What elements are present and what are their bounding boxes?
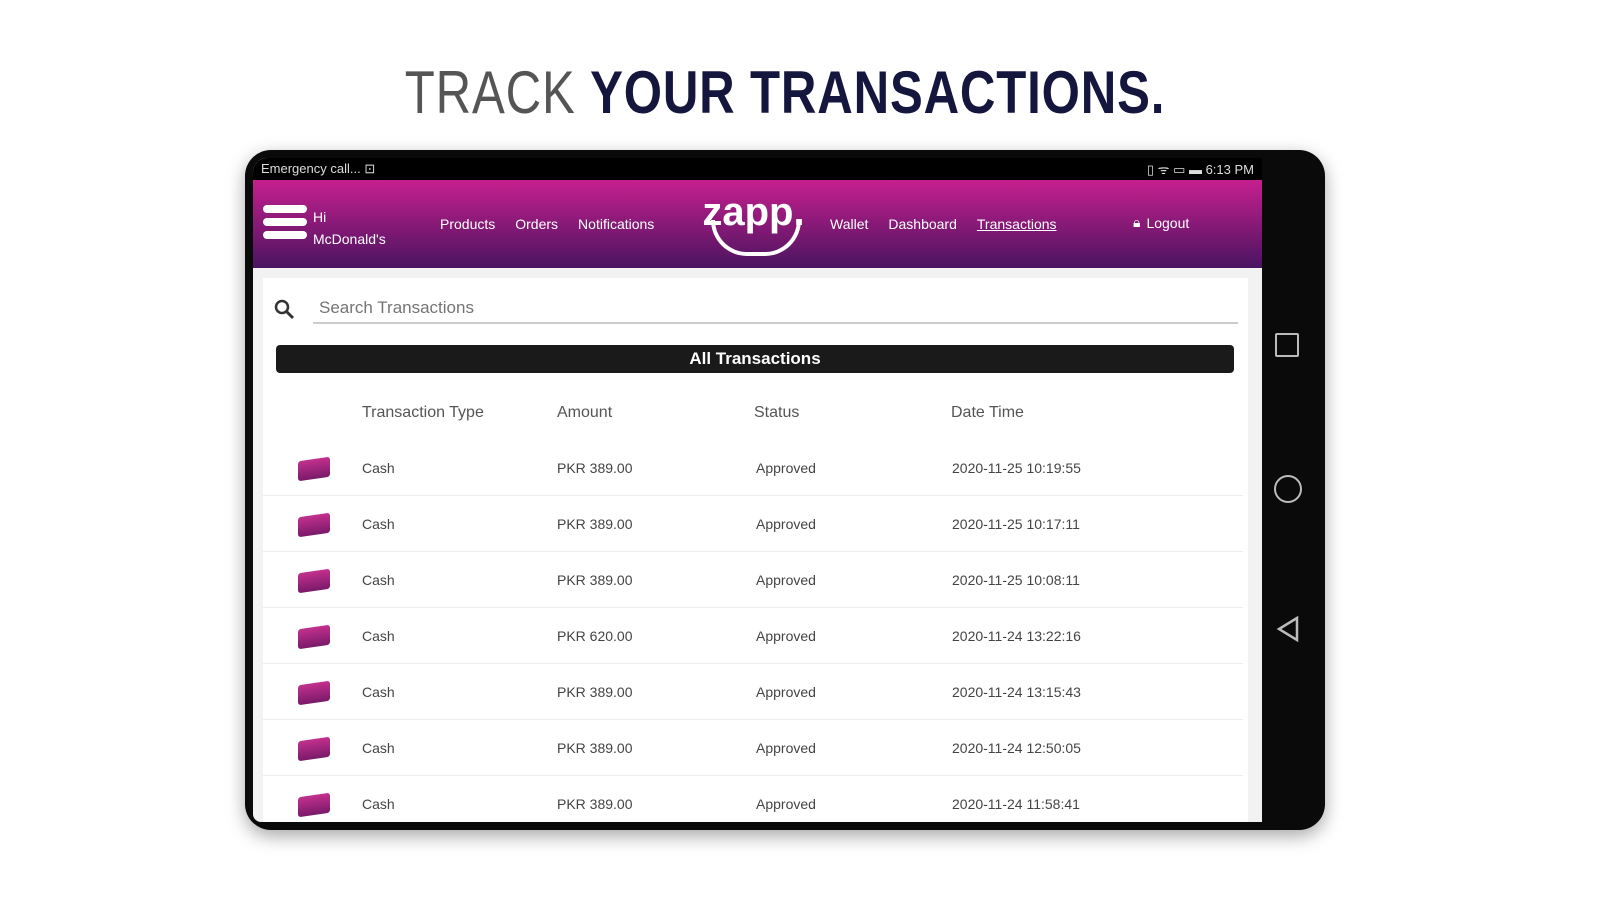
cell-type: Cash [362, 627, 395, 644]
greeting-name: McDonald's [313, 231, 386, 247]
cell-status: Approved [756, 795, 816, 812]
cell-datetime: 2020-11-25 10:17:11 [952, 515, 1080, 532]
cell-datetime: 2020-11-24 13:15:43 [952, 683, 1081, 700]
headline-bold: YOUR TRANSACTIONS. [590, 59, 1166, 126]
nav-transactions[interactable]: Transactions [976, 216, 1057, 232]
nav-right: Wallet Dashboard Transactions [830, 216, 1057, 232]
cell-amount: PKR 389.00 [557, 571, 633, 588]
cell-type: Cash [362, 459, 395, 476]
col-amount: Amount [557, 404, 613, 421]
cell-type: Cash [362, 795, 395, 812]
table-row[interactable]: Cash PKR 389.00 Approved 2020-11-25 10:1… [263, 496, 1243, 552]
cell-type: Cash [362, 739, 395, 756]
table-row[interactable]: Cash PKR 389.00 Approved 2020-11-25 10:0… [263, 552, 1243, 608]
nav-left: Products Orders Notifications [440, 216, 654, 232]
wallet-icon [298, 624, 330, 650]
cell-datetime: 2020-11-24 11:58:41 [952, 795, 1080, 812]
greeting-hi: Hi [313, 209, 327, 225]
col-status: Status [754, 404, 800, 421]
table-row[interactable]: Cash PKR 389.00 Approved 2020-11-24 12:5… [263, 720, 1243, 776]
lock-icon: 🔒︎ [1133, 214, 1141, 230]
col-datetime: Date Time [951, 404, 1024, 421]
cell-status: Approved [756, 739, 816, 756]
table-row[interactable]: Cash PKR 389.00 Approved 2020-11-24 11:5… [263, 776, 1243, 822]
wallet-icon [298, 512, 330, 538]
cell-status: Approved [756, 627, 816, 644]
cell-type: Cash [362, 571, 395, 588]
transactions-card: All Transactions Transaction Type Amount… [263, 278, 1248, 822]
cell-type: Cash [362, 683, 395, 700]
search-icon [274, 299, 295, 320]
cell-amount: PKR 389.00 [557, 515, 633, 532]
logout-label: Logout [1146, 214, 1190, 231]
greeting: Hi McDonald's [313, 206, 386, 250]
cell-status: Approved [756, 515, 816, 532]
cell-datetime: 2020-11-24 13:22:16 [952, 627, 1081, 644]
wallet-icon [298, 568, 330, 594]
logout-button[interactable]: 🔒︎ Logout [1133, 214, 1189, 231]
cell-datetime: 2020-11-25 10:08:11 [952, 571, 1080, 588]
cell-datetime: 2020-11-25 10:19:55 [952, 459, 1081, 476]
home-button[interactable] [1274, 475, 1302, 503]
cell-type: Cash [362, 515, 395, 532]
table-row[interactable]: Cash PKR 620.00 Approved 2020-11-24 13:2… [263, 608, 1243, 664]
nav-notifications[interactable]: Notifications [578, 216, 655, 232]
col-type: Transaction Type [362, 404, 484, 421]
table-row[interactable]: Cash PKR 389.00 Approved 2020-11-25 10:1… [263, 440, 1243, 496]
wallet-icon [298, 736, 330, 762]
cell-status: Approved [756, 683, 816, 700]
wallet-icon [298, 792, 330, 818]
nav-wallet[interactable]: Wallet [830, 216, 869, 232]
cell-amount: PKR 389.00 [557, 683, 633, 700]
wallet-icon [298, 456, 330, 482]
tablet-frame: Emergency call... ⊡ ▯ ᯤ ▭ ▬ 6:13 PM Hi Mc… [245, 150, 1325, 830]
table-header: Transaction Type Amount Status Date Time [263, 393, 1243, 433]
cell-amount: PKR 389.00 [557, 795, 633, 812]
page-headline: TRACK YOUR TRANSACTIONS. [141, 58, 1428, 127]
cell-status: Approved [756, 571, 816, 588]
status-bar: Emergency call... ⊡ ▯ ᯤ ▭ ▬ 6:13 PM [253, 158, 1262, 180]
cell-datetime: 2020-11-24 12:50:05 [952, 739, 1081, 756]
all-transactions-tab[interactable]: All Transactions [276, 345, 1234, 373]
app-header: Hi McDonald's Products Orders Notificatio… [253, 180, 1262, 268]
logo-smile [711, 220, 801, 256]
cell-amount: PKR 620.00 [557, 627, 633, 644]
wallet-icon [298, 680, 330, 706]
back-button[interactable] [1275, 616, 1301, 642]
app-screen: Emergency call... ⊡ ▯ ᯤ ▭ ▬ 6:13 PM Hi Mc… [253, 158, 1262, 822]
cell-status: Approved [756, 459, 816, 476]
menu-icon[interactable] [263, 205, 307, 244]
search-input[interactable] [313, 294, 1238, 324]
cell-amount: PKR 389.00 [557, 739, 633, 756]
headline-thin: TRACK [404, 59, 591, 126]
nav-orders[interactable]: Orders [515, 216, 559, 232]
cell-amount: PKR 389.00 [557, 459, 633, 476]
nav-dashboard[interactable]: Dashboard [888, 216, 957, 232]
search-bar [273, 292, 1238, 326]
recent-apps-button[interactable] [1275, 333, 1299, 357]
table-row[interactable]: Cash PKR 389.00 Approved 2020-11-24 13:1… [263, 664, 1243, 720]
status-right: ▯ ᯤ ▭ ▬ 6:13 PM [1146, 162, 1254, 177]
nav-products[interactable]: Products [440, 216, 496, 232]
status-left: Emergency call... ⊡ [261, 161, 376, 176]
